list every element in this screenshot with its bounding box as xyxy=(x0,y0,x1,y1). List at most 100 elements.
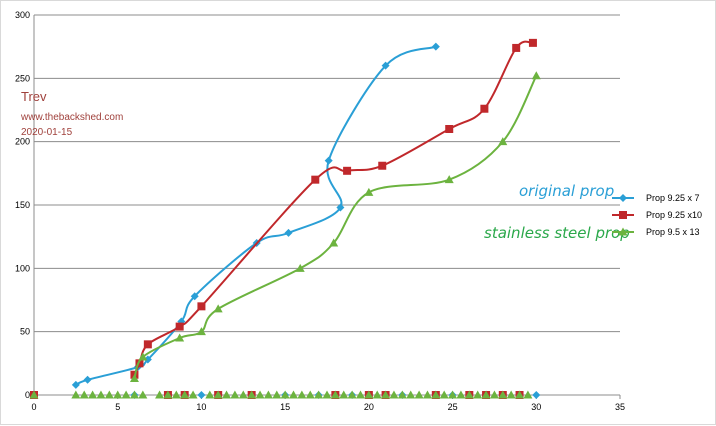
series-line xyxy=(75,45,437,386)
annotation-stainless-steel-prop: stainless steel prop xyxy=(484,224,630,242)
zero-point xyxy=(272,390,282,399)
legend-marker-square xyxy=(619,211,627,219)
zero-point xyxy=(255,390,265,399)
axes: 0 50 100 150 200 250 300 0 5 10 15 20 25 30 35 xyxy=(15,10,625,412)
zero-point xyxy=(280,390,290,399)
zero-point xyxy=(389,390,399,399)
zero-point xyxy=(213,390,223,399)
zero-point xyxy=(263,390,273,399)
data-point xyxy=(213,304,223,313)
zero-point xyxy=(79,390,89,399)
zero-point xyxy=(355,390,365,399)
zero-point xyxy=(138,390,148,399)
legend-label: Prop 9.25 x10 xyxy=(646,210,702,220)
y-tick-label: 0 xyxy=(25,390,30,400)
zero-point xyxy=(163,390,173,399)
zero-point xyxy=(372,390,382,399)
zero-point xyxy=(71,390,81,399)
y-tick-label: 250 xyxy=(15,73,30,83)
x-tick-label: 30 xyxy=(531,402,541,412)
zero-point xyxy=(180,390,190,399)
zero-point xyxy=(364,390,374,399)
zero-point xyxy=(29,390,39,399)
data-point xyxy=(197,302,206,311)
zero-point xyxy=(448,390,458,399)
zero-point xyxy=(197,391,206,399)
data-point xyxy=(295,263,305,272)
y-tick-label: 200 xyxy=(15,137,30,147)
y-tick-label: 50 xyxy=(20,327,30,337)
legend-item-prop-9-25x7: Prop 9.25 x 7 xyxy=(612,193,700,203)
zero-point xyxy=(347,390,357,399)
data-point xyxy=(143,355,152,364)
data-point xyxy=(175,333,185,342)
zero-markers xyxy=(29,390,541,399)
data-point xyxy=(364,187,374,196)
zero-point xyxy=(498,390,508,399)
data-point xyxy=(528,38,537,47)
zero-point xyxy=(289,390,299,399)
series-line xyxy=(133,75,538,379)
data-point xyxy=(480,104,489,113)
zero-point xyxy=(188,390,198,399)
zero-point xyxy=(381,390,391,399)
annotation-original-prop: original prop xyxy=(519,182,614,200)
zero-point xyxy=(155,390,165,399)
data-point xyxy=(311,175,320,184)
zero-point xyxy=(305,390,315,399)
data-point xyxy=(190,292,199,301)
legend-marker xyxy=(618,227,628,236)
zero-point xyxy=(171,390,181,399)
zero-point xyxy=(456,390,466,399)
zero-point xyxy=(406,390,416,399)
data-point xyxy=(343,166,352,175)
zero-point xyxy=(297,390,307,399)
legend-marker xyxy=(619,211,627,219)
zero-point xyxy=(247,390,257,399)
data-point xyxy=(378,161,387,170)
data-point xyxy=(324,156,333,165)
data-point xyxy=(431,42,440,51)
zero-point xyxy=(397,390,407,399)
site-note: www.thebackshed.com xyxy=(20,112,123,123)
data-point xyxy=(129,374,139,383)
data-point xyxy=(138,352,148,361)
zero-point xyxy=(96,390,106,399)
x-tick-label: 35 xyxy=(615,402,625,412)
zero-point xyxy=(506,390,516,399)
y-tick-label: 100 xyxy=(15,263,30,273)
x-tick-label: 25 xyxy=(448,402,458,412)
zero-point xyxy=(322,390,332,399)
zero-point xyxy=(238,390,248,399)
series-line xyxy=(133,40,534,376)
zero-point xyxy=(473,390,483,399)
data-point xyxy=(444,175,454,184)
x-tick-label: 0 xyxy=(31,402,36,412)
zero-point xyxy=(230,390,240,399)
zero-point xyxy=(330,390,340,399)
y-tick-label: 300 xyxy=(15,10,30,20)
y-tick-label: 150 xyxy=(15,200,30,210)
series-layer xyxy=(71,38,541,389)
data-point xyxy=(329,238,339,247)
zero-point xyxy=(523,390,533,399)
data-point xyxy=(83,375,92,384)
legend-marker-triangle xyxy=(618,227,628,236)
author-note: Trev xyxy=(21,89,47,104)
series-square xyxy=(130,38,537,379)
zero-point xyxy=(129,390,139,399)
zero-point xyxy=(414,390,424,399)
zero-point xyxy=(464,390,474,399)
x-tick-label: 5 xyxy=(115,402,120,412)
zero-point xyxy=(422,390,432,399)
data-point xyxy=(498,137,508,146)
zero-point xyxy=(515,390,525,399)
data-point xyxy=(175,322,184,331)
x-tick-label: 20 xyxy=(364,402,374,412)
x-tick-label: 10 xyxy=(196,402,206,412)
zero-point xyxy=(489,390,499,399)
data-point xyxy=(71,380,80,389)
date-note: 2020-01-15 xyxy=(21,127,73,138)
data-point xyxy=(284,228,293,237)
